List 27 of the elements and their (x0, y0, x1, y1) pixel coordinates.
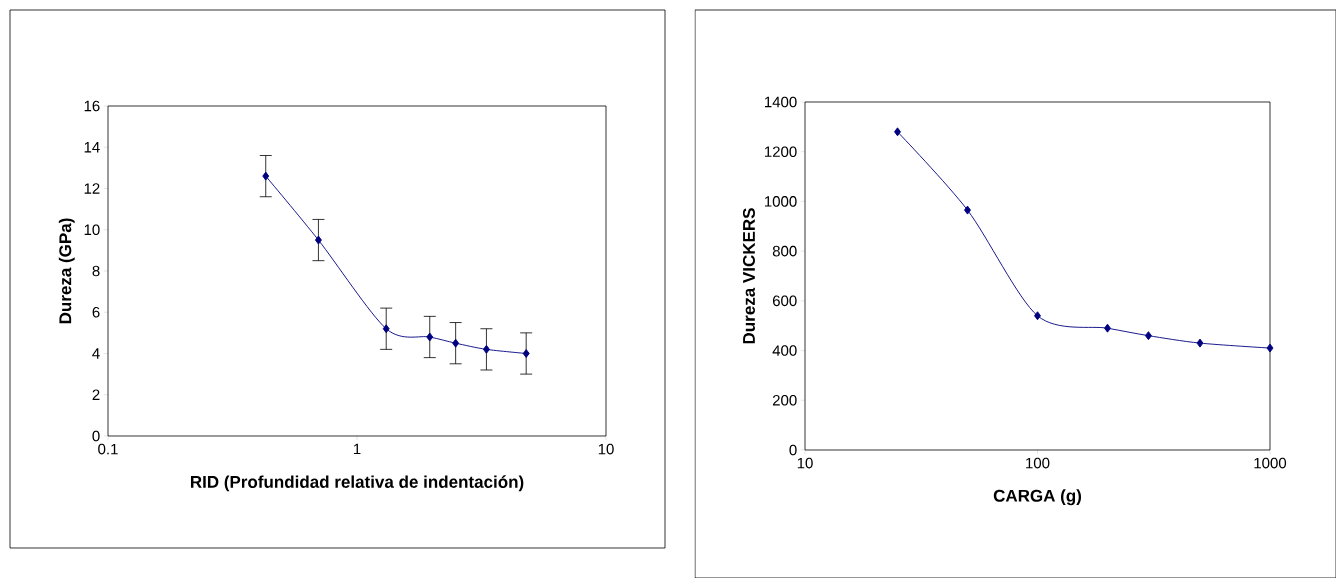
y-tick-label: 14 (84, 142, 100, 153)
y-tick-label: 12 (84, 183, 100, 194)
x-axis-title: CARGA (g) (993, 489, 1082, 506)
x-tick-label: 1 (353, 443, 361, 455)
y-tick-label: 2 (92, 389, 100, 400)
y-tick-label: 400 (772, 345, 797, 356)
y-tick-label: 600 (772, 295, 797, 307)
y-tick-label: 1000 (765, 196, 797, 207)
y-axis-title: Dureza VICKERS (742, 208, 755, 344)
x-tick-label: 10 (598, 443, 614, 455)
y-tick-label: 8 (92, 265, 100, 277)
y-tick-label: 200 (772, 394, 797, 406)
y-tick-label: 16 (84, 100, 100, 112)
y-tick-label: 1400 (765, 96, 797, 108)
x-axis-title: RID (Profundidad relativa de indentación) (190, 475, 524, 492)
y-tick-label: 0 (789, 444, 797, 456)
y-tick-label: 1200 (765, 146, 797, 158)
y-tick-label: 10 (84, 224, 100, 236)
x-tick-label: 100 (1026, 457, 1050, 469)
y-tick-label: 4 (92, 348, 100, 359)
y-tick-label: 6 (92, 306, 100, 318)
x-tick-label: 0.1 (98, 443, 118, 455)
y-axis-title: Dureza (GPa) (58, 218, 75, 324)
x-tick-label: 10 (797, 457, 813, 469)
x-tick-label: 1000 (1254, 457, 1287, 469)
y-tick-label: 800 (772, 245, 797, 257)
y-tick-label: 0 (92, 430, 100, 442)
